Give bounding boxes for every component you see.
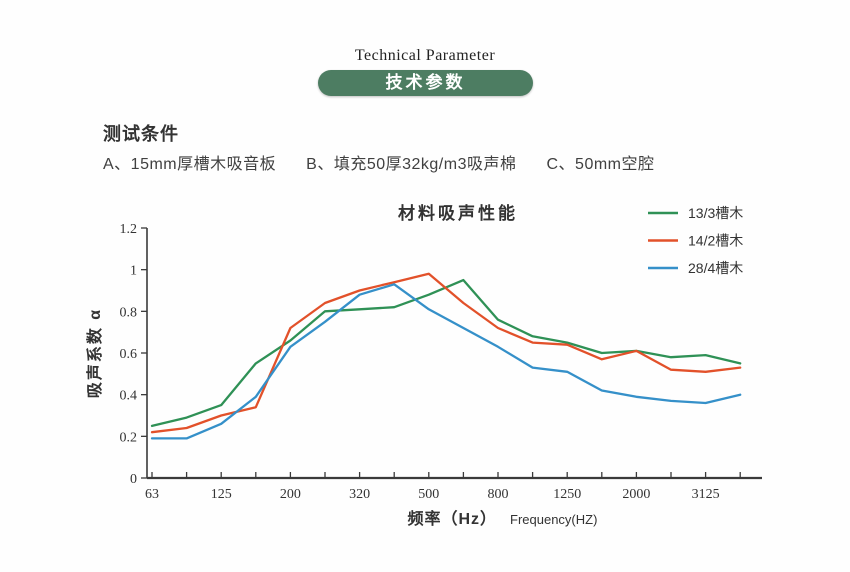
legend-label-14/2槽木: 14/2槽木 (688, 233, 743, 249)
x-tick-label: 3125 (692, 487, 720, 502)
y-tick-label: 0.2 (120, 430, 138, 445)
series-line-28/4槽木 (150, 283, 742, 440)
absorption-line-chart: 0 0.2 0.4 0.6 0.8 1 1.2 63 125 200 320 500 800 1250 20… (85, 203, 762, 528)
page-title-en: Technical Parameter (354, 47, 496, 64)
x-tick-label: 1250 (553, 487, 581, 502)
x-tick-label: 320 (349, 487, 370, 502)
x-tick-label: 200 (280, 487, 301, 502)
x-tick-label: 63 (145, 487, 159, 502)
y-tick-label: 1 (130, 264, 137, 279)
x-tick-label: 2000 (622, 487, 650, 502)
x-axis-title-cn: 频率（Hz） (407, 509, 497, 528)
section-badge: 技术参数 (318, 70, 533, 96)
legend-label-13/3槽木: 13/3槽木 (688, 205, 743, 221)
x-tick-label: 500 (418, 487, 439, 502)
y-tick-label: 0.4 (120, 389, 138, 404)
condition-item-c: C、50mm空腔 (546, 156, 655, 173)
y-axis-title: 吸声系数 α (85, 308, 104, 398)
x-tick-label: 800 (488, 487, 509, 502)
condition-item-b: B、填充50厚32kg/m3吸声棉 (306, 156, 517, 173)
series-line-13/3槽木 (150, 278, 742, 428)
test-conditions-heading: 测试条件 (103, 124, 179, 144)
y-tick-label: 0.8 (120, 305, 138, 320)
y-tick-label: 0 (130, 472, 137, 487)
legend-label-28/4槽木: 28/4槽木 (688, 260, 743, 276)
series-line-14/2槽木 (150, 272, 742, 434)
x-axis-title-en: Frequency(HZ) (510, 512, 597, 527)
y-tick-label: 0.6 (120, 347, 138, 362)
condition-item-a: A、15mm厚槽木吸音板 (103, 156, 277, 173)
x-tick-label: 125 (211, 487, 232, 502)
chart-title: 材料吸声性能 (398, 203, 518, 223)
y-tick-label: 1.2 (120, 222, 138, 237)
test-conditions-list: A、15mm厚槽木吸音板 B、填充50厚32kg/m3吸声棉 C、50mm空腔 (103, 150, 655, 174)
